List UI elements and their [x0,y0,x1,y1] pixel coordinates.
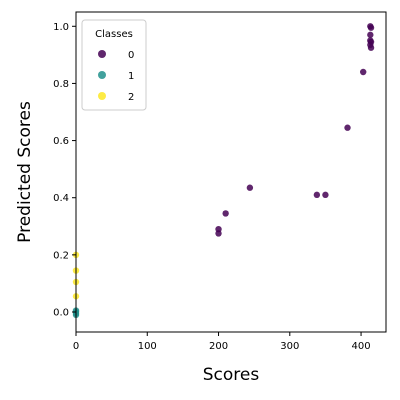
point-class-0 [344,124,351,131]
y-tick-label: 0.4 [53,193,69,204]
y-tick-label: 0.0 [53,308,69,319]
point-class-0 [367,44,375,51]
legend-label-1: 1 [128,71,134,82]
x-tick-label: 200 [209,341,228,352]
point-class-0 [367,24,375,31]
point-class-0 [313,191,321,199]
point-class-0 [359,68,367,76]
point-class-0 [222,210,229,217]
legend-title: Classes [95,29,133,40]
x-axis-ticks: 0 100 200 300 400 [73,332,371,352]
legend-marker-2 [98,92,106,100]
plot-frame [75,11,387,333]
y-axis-title: Predicted Scores [15,101,35,243]
legend: Classes 0 1 2 [81,19,147,111]
y-tick-label: 0.8 [53,79,69,90]
legend-box [81,19,147,111]
point-class-0 [246,184,254,191]
point-class-0 [367,31,374,39]
legend-label-2: 2 [128,92,134,103]
x-axis-title: Scores [203,365,260,385]
x-tick-label: 100 [138,341,157,352]
legend-marker-0 [98,50,106,58]
point-class-0 [215,230,222,237]
legend-label-0: 0 [128,50,134,61]
y-tick-label: 0.6 [53,136,69,147]
y-axis-ticks: 0.0 0.2 0.4 0.6 0.8 1.0 [53,22,76,319]
x-tick-label: 300 [280,341,299,352]
x-tick-label: 400 [352,341,371,352]
x-tick-label: 0 [73,341,79,352]
y-tick-label: 0.2 [53,250,69,261]
point-class-0 [322,191,329,199]
points-layer [72,23,375,319]
y-tick-label: 1.0 [53,22,69,33]
legend-marker-1 [98,71,106,79]
